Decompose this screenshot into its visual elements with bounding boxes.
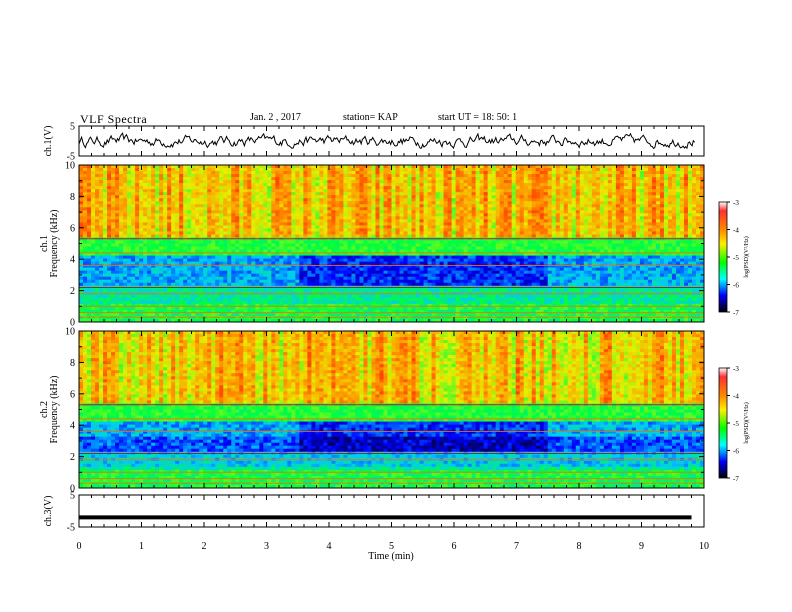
colorbar-tick-label: -7 [733,475,739,483]
x-tick-label: 8 [577,541,582,552]
x-tick-label: 0 [77,541,82,552]
date-label: Jan. 2 , 2017 [250,112,301,123]
x-tick-label: 2 [202,541,207,552]
colorbar-tick-label: -4 [733,227,739,235]
y-tick-label: -5 [67,152,75,163]
colorbar-tick-label: -7 [733,309,739,317]
colorbar-tick-label: -4 [733,393,739,401]
ch2-spectrogram-image [79,331,704,488]
station-label: station= KAP [343,112,398,123]
colorbar-tick-label: -5 [733,254,739,262]
y-tick-label: 5 [70,491,75,502]
x-tick-label: 1 [139,541,144,552]
colorbar-tick-label: -6 [733,448,739,456]
start-ut-label: start UT = 18: 50: 1 [438,112,518,123]
y-tick-label: 8 [70,358,75,369]
colorbar-2 [718,367,728,479]
colorbar-tick-label: -3 [733,199,739,207]
y-tick-label: 8 [70,192,75,203]
y-tick-label: 10 [65,161,75,172]
y-tick-label: -5 [67,523,75,534]
y-tick-label: 10 [65,327,75,338]
x-tick-label: 6 [452,541,457,552]
y-axis-label: ch.3(V) [43,496,54,527]
x-tick-label: 9 [639,541,644,552]
y-axis-label: ch.1(V) [43,126,54,157]
x-tick-label: 3 [264,541,269,552]
y-axis-label: ch.1 [39,235,50,252]
colorbar-label: log(PSD)(V²/Hz) [743,402,750,443]
y-tick-label: 2 [70,286,75,297]
x-tick-label: 4 [327,541,332,552]
y-tick-label: 5 [70,122,75,133]
colorbar-tick-label: -5 [733,420,739,428]
y-tick-label: 0 [70,484,75,495]
chart-title: VLF Spectra [80,112,148,126]
y-tick-label: 4 [70,421,75,432]
y-tick-label: 0 [70,318,75,329]
y-axis-label: ch.2 [39,401,50,418]
colorbar-tick-label: -6 [733,282,739,290]
x-tick-label: 7 [514,541,519,552]
y-tick-label: 6 [70,389,75,400]
y-tick-label: 2 [70,452,75,463]
ch1-series-line [78,132,695,150]
y-tick-label: 4 [70,255,75,266]
y-tick-label: 6 [70,223,75,234]
colorbar-1 [718,201,728,313]
colorbar-tick-label: -3 [733,365,739,373]
y-axis-label: Frequency (kHz) [49,209,60,277]
x-tick-label: 10 [699,541,709,552]
y-axis-label: Frequency (kHz) [49,375,60,443]
colorbar-label: log(PSD)(V²/Hz) [743,236,750,277]
x-tick-label: 5 [389,541,394,552]
x-axis-label: Time (min) [368,551,413,562]
ch1-spectrogram-image [79,165,704,322]
